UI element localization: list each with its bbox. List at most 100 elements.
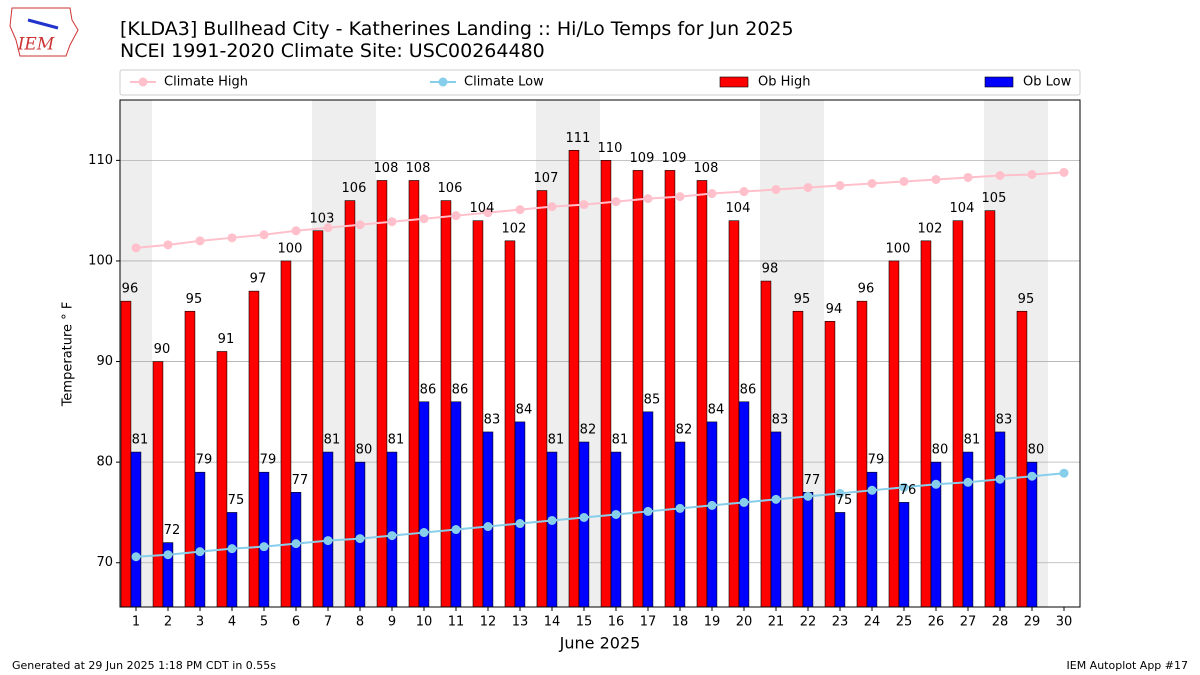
value-label: 81 [612, 433, 629, 448]
point [323, 536, 333, 546]
point [195, 236, 205, 246]
plot-frame [119, 99, 1081, 608]
x-tick-label: 14 [544, 615, 561, 630]
value-label: 102 [918, 221, 943, 236]
bar [770, 431, 782, 608]
point [899, 176, 909, 186]
x-tick-label: 5 [260, 615, 268, 630]
point [131, 552, 141, 562]
point [643, 506, 653, 516]
point [803, 183, 813, 193]
x-tick-label: 24 [864, 615, 881, 630]
value-label: 110 [598, 141, 623, 156]
bar [194, 471, 206, 608]
bar [706, 421, 718, 608]
value-label: 81 [132, 433, 149, 448]
value-label: 96 [122, 282, 139, 297]
legend [119, 69, 1081, 96]
value-label: 80 [1028, 443, 1045, 458]
bar [994, 431, 1006, 608]
y-tick-label: 100 [88, 253, 113, 268]
bar [664, 170, 676, 608]
point [739, 187, 749, 197]
point [1027, 471, 1037, 481]
x-tick-label: 28 [992, 615, 1009, 630]
x-tick-label: 21 [768, 615, 785, 630]
bar [472, 220, 484, 608]
x-tick-label: 2 [164, 615, 172, 630]
line [135, 171, 1065, 249]
value-label: 91 [218, 332, 235, 347]
bar [280, 260, 292, 608]
value-label: 109 [662, 151, 687, 166]
value-label: 100 [278, 241, 303, 256]
point [515, 205, 525, 215]
point [899, 482, 909, 492]
point [579, 200, 589, 210]
bar [152, 361, 164, 608]
bar [290, 492, 302, 608]
point [867, 178, 877, 188]
point [451, 211, 461, 221]
x-tick-label: 15 [576, 615, 593, 630]
bar [802, 492, 814, 608]
bar [792, 310, 804, 608]
value-label: 95 [794, 292, 811, 307]
bar [760, 280, 772, 608]
value-label: 86 [420, 382, 437, 397]
value-label: 103 [310, 211, 335, 226]
x-tick-label: 4 [228, 615, 236, 630]
value-label: 79 [196, 453, 213, 468]
value-label: 94 [826, 302, 843, 317]
value-label: 77 [292, 473, 309, 488]
value-label: 82 [676, 423, 693, 438]
x-tick-label: 7 [324, 615, 332, 630]
x-tick-label: 17 [640, 615, 657, 630]
x-tick-label: 11 [448, 615, 465, 630]
y-tick-label: 70 [96, 555, 113, 570]
x-tick-label: 26 [928, 615, 945, 630]
bar [962, 451, 974, 608]
point [227, 544, 237, 554]
x-tick-label: 18 [672, 615, 689, 630]
bar [632, 170, 644, 608]
value-label: 81 [964, 433, 981, 448]
value-label: 104 [470, 201, 495, 216]
logo: IEM [9, 7, 79, 57]
bar [514, 421, 526, 608]
footer-right: IEM Autoplot App #17 [1067, 659, 1189, 672]
point [643, 194, 653, 204]
value-label: 86 [452, 382, 469, 397]
point [387, 217, 397, 227]
value-label: 81 [324, 433, 341, 448]
x-tick-label: 22 [800, 615, 817, 630]
legend-label: Ob Low [1023, 75, 1072, 90]
point [355, 220, 365, 230]
legend-label: Climate Low [464, 75, 544, 90]
value-label: 98 [762, 262, 779, 277]
x-tick-label: 20 [736, 615, 753, 630]
value-label: 79 [260, 453, 277, 468]
value-label: 108 [694, 161, 719, 176]
bar [376, 180, 388, 608]
value-label: 95 [1018, 292, 1035, 307]
bar [696, 180, 708, 608]
value-label: 102 [502, 221, 527, 236]
value-label: 109 [630, 151, 655, 166]
bar [674, 441, 686, 608]
x-tick-label: 27 [960, 615, 977, 630]
x-tick-label: 3 [196, 615, 204, 630]
line [135, 472, 1065, 558]
chart-subtitle: NCEI 1991-2020 Climate Site: USC00264480 [120, 40, 545, 62]
point [995, 170, 1005, 180]
bar [1026, 461, 1038, 608]
logo-outline [9, 7, 79, 57]
bar [952, 220, 964, 608]
x-tick-label: 30 [1056, 615, 1073, 630]
bar [600, 160, 612, 608]
bar [546, 451, 558, 608]
logo-icon [27, 18, 59, 30]
bar [568, 149, 580, 608]
x-tick-label: 25 [896, 615, 913, 630]
bar [418, 401, 430, 608]
